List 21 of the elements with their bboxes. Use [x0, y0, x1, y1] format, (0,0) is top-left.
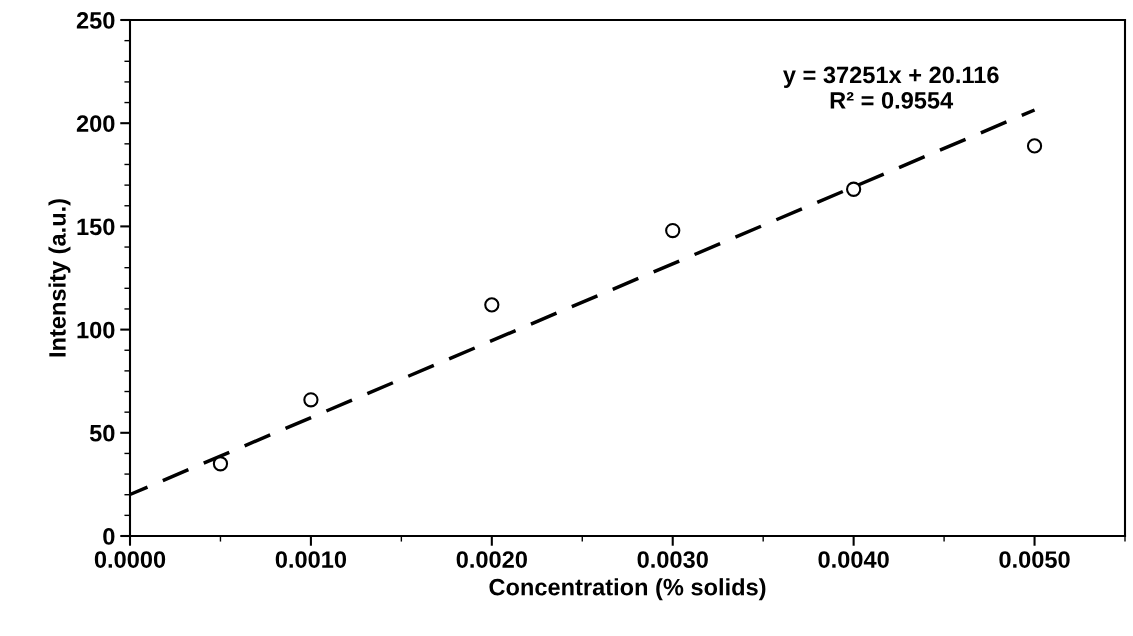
y-tick-label: 50 — [89, 424, 115, 442]
y-tick-label: 100 — [77, 321, 115, 339]
x-axis-title: Concentration (% solids) — [489, 578, 766, 601]
point — [212, 456, 229, 472]
x-tick-label: 0.0020 — [456, 551, 527, 568]
point — [1026, 138, 1043, 154]
point — [665, 222, 681, 239]
point — [484, 297, 500, 313]
x-tick-label: 0.0030 — [637, 551, 708, 568]
x-tick-label: 0.0010 — [275, 551, 347, 568]
point — [846, 181, 862, 197]
y-tick-label: 250 — [76, 12, 115, 29]
x-tick-label: 0.0050 — [999, 551, 1070, 568]
x-tick-label: 0.0040 — [818, 551, 889, 568]
y-tick-label: 0 — [103, 528, 115, 545]
point — [303, 392, 319, 408]
y-axis-title: Intensity (a.u.) — [48, 199, 71, 357]
y-tick-label: 150 — [77, 218, 115, 236]
y-tick-label: 200 — [76, 115, 115, 132]
x-tick-label: 0.0000 — [94, 551, 166, 568]
annotation: y = 37251x + 20.116 R² = 0.9554 — [783, 66, 999, 109]
